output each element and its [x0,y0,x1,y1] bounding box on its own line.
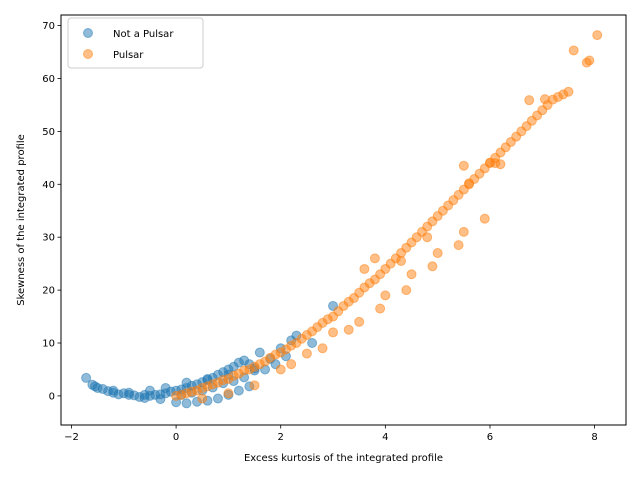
point-pulsar [479,213,490,224]
x-tick-label: −2 [64,432,79,443]
legend: Not a Pulsar Pulsar [67,17,204,69]
point-pulsar [401,285,412,296]
point-pulsar [495,159,506,170]
point-pulsar [223,388,234,399]
y-axis: 0 10 20 30 40 50 60 70 [42,21,61,402]
point-pulsar [275,364,286,375]
point-pulsar [458,160,469,171]
point-not-a-pulsar [108,385,119,396]
x-axis-label: Excess kurtosis of the integrated profil… [244,453,443,464]
point-pulsar [422,232,433,243]
point-not-a-pulsar [92,382,103,393]
point-not-a-pulsar [181,377,192,388]
point-pulsar [249,380,260,391]
point-not-a-pulsar [124,387,135,398]
x-tick-label: 4 [382,432,388,443]
y-tick-label: 0 [49,391,55,402]
point-not-a-pulsar [155,394,166,405]
point-pulsar [359,263,370,274]
point-pulsar [539,94,550,105]
point-pulsar [396,256,407,266]
series-not-a-pulsar [81,300,339,409]
y-tick-label: 30 [42,233,55,244]
point-pulsar [584,55,595,66]
point-pulsar [592,30,603,41]
point-not-a-pulsar [181,398,192,409]
point-pulsar [328,327,339,338]
point-pulsar [464,178,475,189]
y-tick-label: 50 [42,127,55,138]
point-pulsar [343,324,354,335]
point-pulsar [197,393,208,404]
point-pulsar [317,343,328,354]
point-not-a-pulsar [212,393,223,404]
x-tick-label: 0 [173,432,179,443]
x-axis: −2 0 2 4 6 8 [64,425,598,443]
point-pulsar [380,290,391,301]
legend-marker-not-a-pulsar [83,28,93,38]
point-pulsar [427,261,438,272]
y-axis-label: Skewness of the integrated profile [16,134,27,306]
point-pulsar [563,86,574,97]
legend-marker-pulsar [83,49,93,59]
point-not-a-pulsar [160,382,171,393]
legend-label-not-a-pulsar: Not a Pulsar [113,29,174,40]
point-pulsar [453,240,464,251]
point-pulsar [406,269,417,280]
point-not-a-pulsar [233,385,244,396]
point-pulsar [286,359,297,370]
point-pulsar [432,248,443,259]
legend-label-pulsar: Pulsar [113,50,144,61]
y-tick-label: 10 [42,339,55,350]
x-tick-label: 2 [278,432,284,443]
point-pulsar [354,316,365,327]
point-not-a-pulsar [81,372,92,383]
point-not-a-pulsar [254,347,265,358]
x-tick-label: 6 [487,432,493,443]
point-pulsar [369,253,380,264]
point-pulsar [301,348,312,359]
y-tick-label: 20 [42,286,55,297]
point-pulsar [524,95,535,106]
y-tick-label: 40 [42,180,55,191]
point-pulsar [375,303,386,314]
legend-box [67,17,204,69]
x-tick-label: 8 [591,432,597,443]
point-pulsar [568,45,579,56]
point-pulsar [458,226,469,237]
series-pulsar [171,30,603,404]
y-tick-label: 70 [42,21,55,32]
point-not-a-pulsar [307,338,318,348]
y-tick-label: 60 [42,74,55,85]
plot-frame [60,14,627,426]
point-not-a-pulsar [144,385,155,396]
